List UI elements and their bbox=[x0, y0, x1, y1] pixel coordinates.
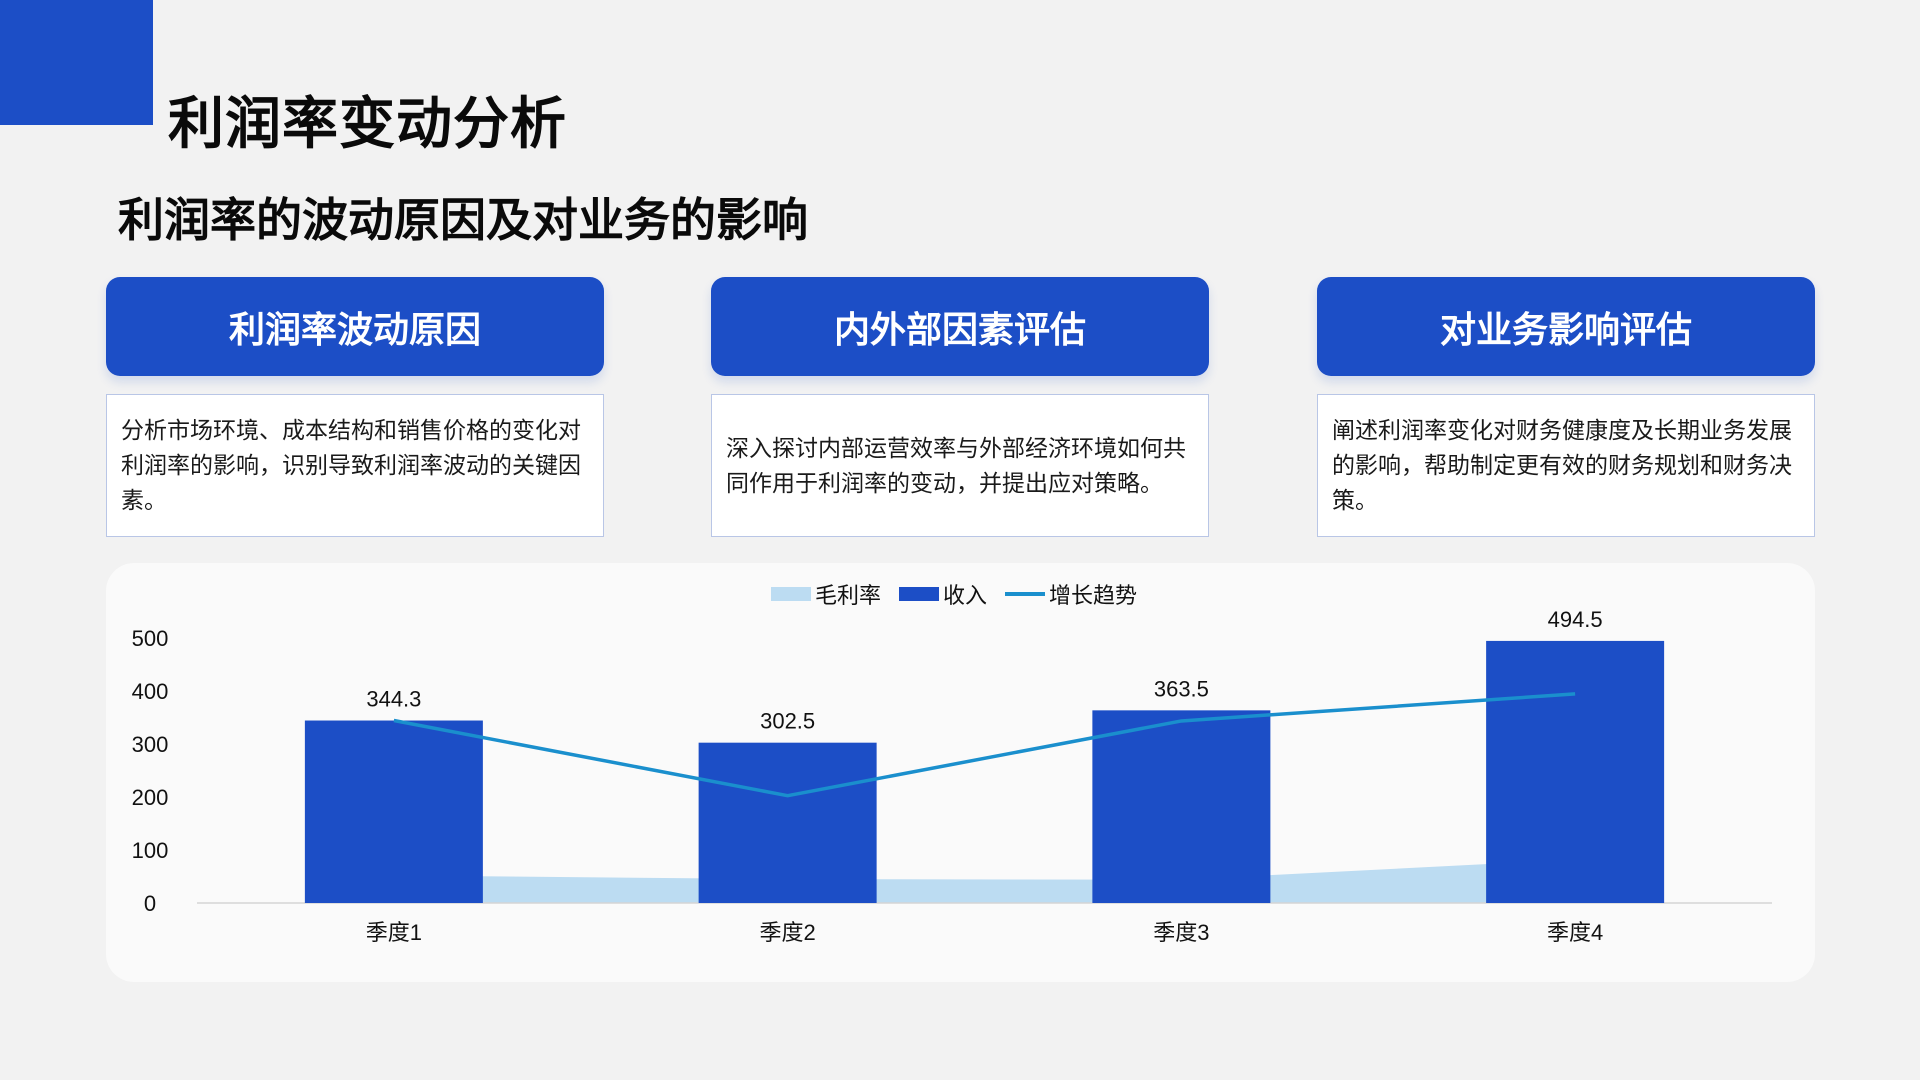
legend-label-margin: 毛利率 bbox=[815, 583, 882, 608]
legend-item-margin: 毛利率 bbox=[771, 578, 881, 610]
x-tick-label: 季度1 bbox=[366, 920, 422, 945]
y-tick-label: 300 bbox=[132, 732, 169, 757]
legend-swatch-margin bbox=[771, 587, 811, 601]
y-tick-label: 500 bbox=[132, 626, 169, 651]
legend-item-revenue: 收入 bbox=[899, 578, 987, 610]
page-title: 利润率变动分析 bbox=[168, 92, 567, 155]
card-body-factors: 深入探讨内部运营效率与外部经济环境如何共同作用于利润率的变动，并提出应对策略。 bbox=[711, 394, 1209, 537]
x-tick-label: 季度2 bbox=[760, 920, 816, 945]
area-series-margin bbox=[393, 859, 1576, 903]
legend-swatch-trend bbox=[1005, 592, 1046, 596]
card-body-causes: 分析市场环境、成本结构和销售价格的变化对利润率的影响，识别导致利润率波动的关键因… bbox=[106, 394, 604, 537]
data-label-3: 363.5 bbox=[1154, 676, 1209, 701]
data-label-4: 494.5 bbox=[1548, 607, 1603, 632]
corner-accent-block bbox=[0, 0, 153, 125]
trend-line bbox=[393, 692, 1576, 798]
y-tick-label: 200 bbox=[132, 785, 169, 810]
y-tick-label: 100 bbox=[132, 838, 169, 863]
y-tick-label: 400 bbox=[132, 679, 169, 704]
card-header-impact: 对业务影响评估 bbox=[1317, 277, 1815, 376]
chart-legend: 毛利率 收入 增长趋势 bbox=[771, 578, 1155, 610]
x-tick-label: 季度4 bbox=[1547, 920, 1603, 945]
legend-label-revenue: 收入 bbox=[943, 583, 988, 608]
bar-revenue-1 bbox=[304, 720, 483, 903]
data-label-2: 302.5 bbox=[760, 709, 815, 734]
x-tick-label: 季度3 bbox=[1153, 920, 1209, 945]
card-header-factors: 内外部因素评估 bbox=[711, 277, 1209, 376]
legend-label-trend: 增长趋势 bbox=[1049, 583, 1138, 608]
card-header-causes: 利润率波动原因 bbox=[106, 277, 604, 376]
card-text-factors: 深入探讨内部运营效率与外部经济环境如何共同作用于利润率的变动，并提出应对策略。 bbox=[726, 434, 1186, 496]
bar-revenue-3 bbox=[1092, 710, 1271, 903]
legend-swatch-revenue bbox=[899, 587, 940, 601]
data-label-1: 344.3 bbox=[366, 687, 421, 712]
bar-revenue-2 bbox=[698, 742, 877, 903]
page-subtitle: 利润率的波动原因及对业务的影响 bbox=[118, 194, 808, 246]
bar-revenue-4 bbox=[1486, 640, 1665, 903]
card-text-impact: 阐述利润率变化对财务健康度及长期业务发展的影响，帮助制定更有效的财务规划和财务决… bbox=[1332, 417, 1792, 513]
card-text-causes: 分析市场环境、成本结构和销售价格的变化对利润率的影响，识别导致利润率波动的关键因… bbox=[121, 417, 581, 513]
legend-item-trend: 增长趋势 bbox=[1005, 578, 1137, 610]
card-body-impact: 阐述利润率变化对财务健康度及长期业务发展的影响，帮助制定更有效的财务规划和财务决… bbox=[1317, 394, 1815, 537]
y-tick-label: 0 bbox=[144, 891, 156, 916]
